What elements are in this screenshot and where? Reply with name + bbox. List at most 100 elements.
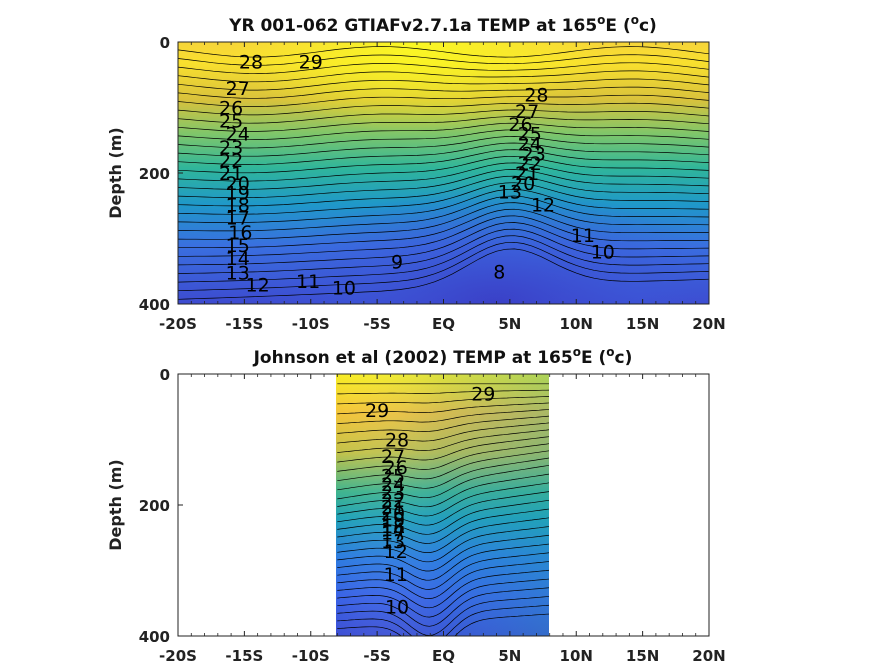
isotherm-line [337, 473, 549, 508]
bottom-heatmap [336, 374, 549, 636]
contour-label: 15 [226, 235, 250, 257]
isotherm-line [178, 94, 709, 107]
isotherm-line [337, 508, 549, 544]
isotherm-line [337, 396, 549, 405]
isotherm-line [337, 543, 549, 581]
isotherm-line [178, 202, 709, 240]
isotherm-line [178, 241, 709, 292]
contour-label: 25 [518, 124, 542, 146]
x-tick-label: 15N [626, 647, 659, 663]
isotherm-line [337, 604, 549, 636]
isotherm-line [178, 86, 709, 99]
contour-label: 17 [226, 208, 250, 230]
contour-label: 19 [226, 183, 250, 205]
isotherm-line [337, 534, 549, 572]
isotherm-line [337, 561, 549, 599]
isotherm-line [337, 587, 549, 627]
x-tick-label: 5N [498, 647, 521, 663]
contour-label: 23 [219, 137, 243, 159]
isotherm-line [178, 195, 709, 232]
isotherm-line [178, 235, 709, 283]
bottom-axis-ticks: -20S -15S -10S -5S EQ 5N 10N 15N 20N 0 200 400 [139, 366, 726, 663]
y-tick-label: 200 [139, 497, 170, 515]
top-heatmap [178, 42, 709, 304]
contour-label: 27 [515, 101, 539, 123]
x-tick-label: -20S [159, 647, 197, 663]
contour-label: 22 [381, 490, 405, 512]
isotherm-line [178, 169, 709, 199]
isotherm-line [178, 149, 709, 174]
contour-label: 21 [515, 163, 539, 185]
isotherm-line [337, 389, 549, 395]
contour-label: 22 [518, 153, 542, 175]
contour-label: 14 [381, 519, 405, 541]
isotherm-line [337, 409, 549, 425]
isotherm-line [337, 422, 549, 444]
contour-label: 20 [381, 503, 405, 525]
isotherm-line [337, 464, 549, 500]
contour-label: 23 [381, 482, 405, 504]
x-tick-label: 10N [560, 647, 593, 663]
isotherm-line [178, 155, 709, 182]
isotherm-line [178, 109, 709, 124]
isotherm-line [178, 70, 709, 83]
contour-label: 13 [381, 531, 405, 553]
isotherm-line [178, 116, 709, 132]
y-tick-label: 400 [139, 296, 170, 314]
top-y-axis-label: Depth (m) [106, 127, 125, 219]
isotherm-line [178, 182, 709, 215]
isotherm-line [178, 175, 709, 207]
top-contour-lines [178, 46, 709, 300]
isotherm-line [178, 248, 709, 300]
top-panel: YR 001-062 GTIAFv2.7.1a TEMP at 165oE (o… [106, 13, 726, 333]
x-tick-label: -15S [225, 315, 263, 333]
isotherm-line [178, 136, 709, 157]
x-tick-label: 5N [498, 315, 521, 333]
contour-label: 28 [239, 52, 263, 74]
contour-label: 8 [493, 261, 505, 283]
contour-label: 10 [591, 242, 615, 264]
contour-label: 27 [381, 446, 405, 468]
x-tick-label: 15N [626, 315, 659, 333]
isotherm-line [178, 215, 709, 257]
isotherm-line [178, 222, 709, 266]
isotherm-line [337, 402, 549, 415]
isotherm-line [337, 552, 549, 590]
bottom-panel: Johnson et al (2002) TEMP at 165oE (oc) … [106, 345, 726, 663]
isotherm-line [337, 526, 549, 563]
contour-label: 22 [219, 150, 243, 172]
contour-label: 28 [524, 84, 548, 106]
isotherm-line [337, 517, 549, 553]
isotherm-line [178, 54, 709, 66]
contour-label: 26 [508, 114, 532, 136]
isotherm-line [178, 129, 709, 149]
contour-label: 12 [384, 541, 408, 563]
x-tick-label: -15S [225, 647, 263, 663]
contour-label: 20 [226, 173, 250, 195]
contour-label: 18 [381, 516, 405, 538]
contour-label: 24 [518, 134, 542, 156]
contour-label: 27 [226, 78, 250, 100]
contour-label: 25 [381, 466, 405, 488]
contour-label: 14 [226, 248, 250, 270]
contour-label: 9 [391, 251, 403, 273]
x-tick-label: -5S [363, 315, 390, 333]
isotherm-line [178, 122, 709, 141]
contour-label: 10 [385, 597, 409, 619]
contour-label: 20 [511, 173, 535, 195]
isotherm-line [178, 162, 709, 190]
contour-label: 25 [219, 111, 243, 133]
contour-label: 12 [246, 274, 270, 296]
isotherm-line [178, 228, 709, 274]
isotherm-line [337, 457, 549, 491]
isotherm-line [337, 443, 549, 472]
isotherm-line [337, 429, 549, 453]
isotherm-line [337, 613, 549, 636]
bottom-y-axis-label: Depth (m) [106, 459, 125, 551]
y-tick-label: 400 [139, 628, 170, 646]
y-tick-label: 0 [160, 34, 170, 52]
contour-label: 11 [296, 271, 320, 293]
